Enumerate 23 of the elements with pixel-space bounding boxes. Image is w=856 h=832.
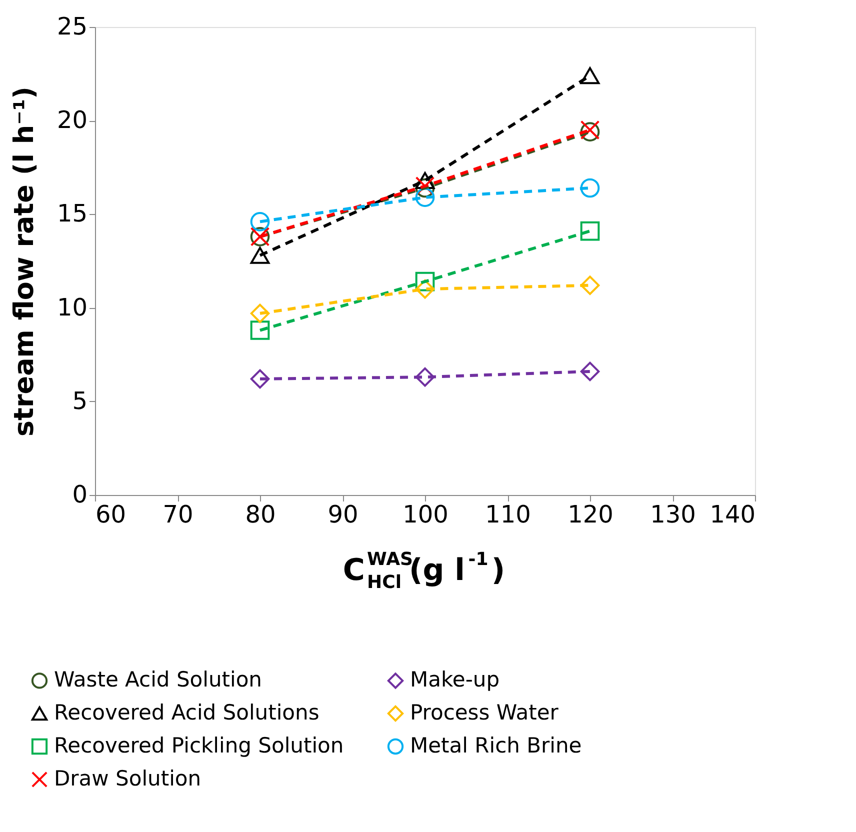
y-tick-label: 5 xyxy=(72,386,88,415)
x-tick-label: 140 xyxy=(710,500,756,528)
legend-label: Metal Rich Brine xyxy=(410,734,582,758)
y-axis-title: stream flow rate (l h⁻¹) xyxy=(8,86,40,437)
x-tick-label: 80 xyxy=(245,500,276,528)
y-tick-label: 20 xyxy=(56,106,88,134)
legend-label: Recovered Acid Solutions xyxy=(54,700,320,724)
x-tick-label: 100 xyxy=(402,500,448,528)
y-tick-label: 0 xyxy=(72,480,88,508)
x-tick-label: 110 xyxy=(485,500,531,528)
x-tick-label: 130 xyxy=(650,500,696,528)
legend-label: Draw Solution xyxy=(54,766,202,790)
y-tick-label: 25 xyxy=(56,12,88,40)
legend-label: Process Water xyxy=(410,700,559,724)
legend-label: Waste Acid Solution xyxy=(54,668,262,692)
x-tick-label: 120 xyxy=(568,500,614,528)
legend-label: Make-up xyxy=(410,668,500,692)
x-tick-label: 70 xyxy=(162,500,194,528)
x-tick-label: 90 xyxy=(328,500,358,528)
y-tick-label: 15 xyxy=(56,200,88,228)
y-tick-label: 10 xyxy=(56,293,88,322)
x-tick-label: 60 xyxy=(96,500,126,528)
legend-label: Recovered Pickling Solution xyxy=(54,734,344,758)
